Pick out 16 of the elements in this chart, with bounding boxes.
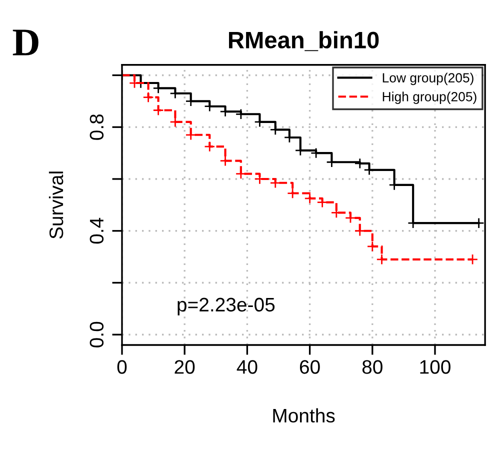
- x-tick-label: 40: [236, 360, 258, 374]
- x-tick-label: 60: [300, 360, 320, 374]
- legend-label: Low group(205): [382, 72, 474, 86]
- x-axis-title: Months: [273, 408, 335, 423]
- y-tick-label: 0.0: [90, 322, 104, 348]
- text: D: [12, 30, 38, 56]
- y-axis-title: Survival: [48, 172, 64, 239]
- legend-label: High group(205): [382, 92, 476, 104]
- y-tick-label: 0.8: [90, 114, 104, 140]
- chart-title: RMean_bin10: [229, 31, 379, 52]
- x-tick-label: 20: [174, 360, 195, 374]
- x-tick-label: 0: [117, 360, 127, 374]
- x-tick-label: 100: [420, 360, 450, 374]
- y-tick-label: 0.4: [90, 218, 104, 244]
- annotation: p=2.23e-05: [178, 298, 275, 316]
- x-tick-label: 80: [362, 360, 382, 374]
